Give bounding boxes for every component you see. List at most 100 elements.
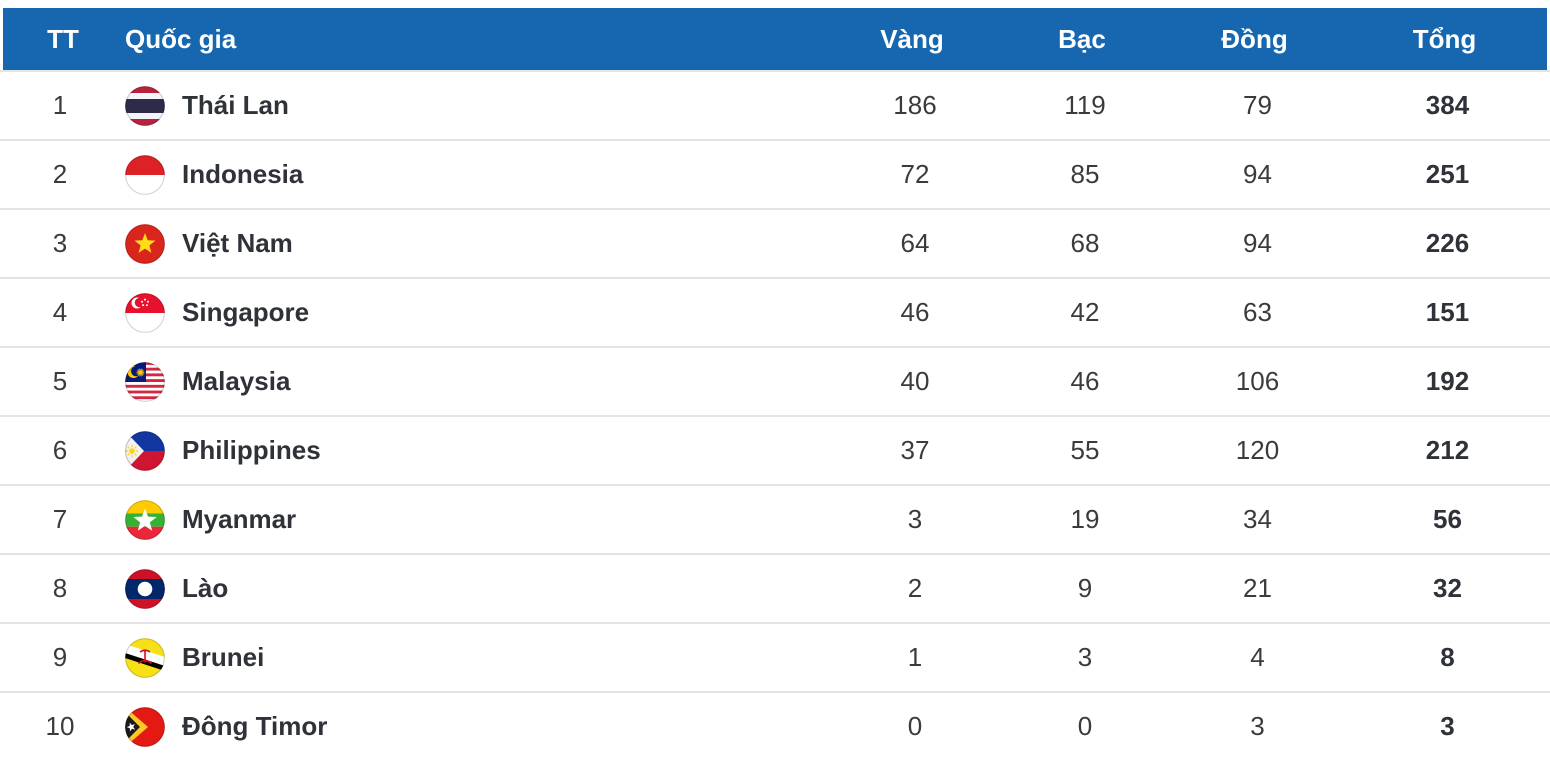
silver-value: 0 — [1077, 711, 1093, 741]
country-cell: Lào — [120, 568, 830, 609]
silver-cell: 46 — [1000, 366, 1170, 397]
country-name: Brunei — [182, 642, 265, 672]
column-header-gold: Vàng — [880, 23, 944, 54]
total-cell: 151 — [1345, 297, 1550, 328]
gold-value: 0 — [907, 711, 923, 741]
table-row: 1 Thái Lan 186 119 79 384 — [0, 70, 1550, 139]
bronze-value: 4 — [1250, 642, 1265, 672]
bronze-cell: 3 — [1170, 711, 1345, 742]
country-cell: Malaysia — [120, 361, 830, 402]
table-row: 7 Myanmar 3 19 34 56 — [0, 484, 1550, 553]
column-header-rank: TT — [47, 23, 79, 54]
rank-cell: 4 — [52, 297, 68, 327]
rank-cell: 10 — [45, 711, 75, 741]
rank-cell: 7 — [52, 504, 68, 534]
bronze-cell: 4 — [1170, 642, 1345, 673]
total-cell: 32 — [1345, 573, 1550, 604]
bronze-value: 79 — [1243, 90, 1272, 120]
silver-cell: 85 — [1000, 159, 1170, 190]
country-name: Thái Lan — [182, 90, 289, 120]
rank-cell: 1 — [52, 90, 68, 120]
bronze-value: 63 — [1243, 297, 1272, 327]
country-cell: Philippines — [120, 430, 830, 471]
total-value: 151 — [1425, 297, 1470, 327]
gold-cell: 1 — [830, 642, 1000, 673]
silver-value: 68 — [1070, 228, 1100, 258]
flag-brunei-icon — [125, 637, 165, 678]
silver-value: 46 — [1070, 366, 1100, 396]
country-name: Malaysia — [182, 366, 291, 396]
country-cell: Brunei — [120, 637, 830, 678]
table-row: 10 Đông Timor 0 0 3 3 — [0, 691, 1550, 760]
total-value: 192 — [1425, 366, 1470, 396]
flag-myanmar-icon — [125, 499, 165, 540]
country-name: Singapore — [182, 297, 310, 327]
flag-east-timor-icon — [125, 706, 165, 747]
flag-vietnam-icon — [125, 223, 165, 264]
total-value: 56 — [1433, 504, 1462, 534]
silver-value: 19 — [1070, 504, 1100, 534]
country-name: Đông Timor — [182, 711, 328, 741]
silver-value: 55 — [1070, 435, 1100, 465]
total-value: 384 — [1425, 90, 1470, 120]
gold-value: 72 — [900, 159, 930, 189]
gold-value: 46 — [900, 297, 930, 327]
country-cell: Singapore — [120, 292, 830, 333]
country-name: Lào — [182, 573, 229, 603]
silver-cell: 9 — [1000, 573, 1170, 604]
total-cell: 384 — [1345, 90, 1550, 121]
bronze-value: 3 — [1250, 711, 1265, 741]
table-body: 1 Thái Lan 186 119 79 384 2 Indonesia 72 85 94 251 3… — [0, 70, 1550, 760]
gold-cell: 3 — [830, 504, 1000, 535]
total-value: 8 — [1440, 642, 1455, 672]
bronze-cell: 106 — [1170, 366, 1345, 397]
country-cell: Myanmar — [120, 499, 830, 540]
gold-cell: 40 — [830, 366, 1000, 397]
table-row: 9 Brunei 1 3 4 8 — [0, 622, 1550, 691]
bronze-cell: 94 — [1170, 228, 1345, 259]
table-row: 8 Lào 2 9 21 32 — [0, 553, 1550, 622]
bronze-value: 106 — [1235, 366, 1280, 396]
rank-cell: 8 — [52, 573, 68, 603]
silver-cell: 42 — [1000, 297, 1170, 328]
country-name: Philippines — [182, 435, 321, 465]
medal-table: TT Quốc gia Vàng Bạc Đồng Tổng 1 Thái Lan… — [0, 8, 1550, 760]
total-value: 3 — [1440, 711, 1455, 741]
silver-value: 119 — [1064, 90, 1106, 120]
total-cell: 212 — [1345, 435, 1550, 466]
table-row: 3 Việt Nam 64 68 94 226 — [0, 208, 1550, 277]
rank-cell: 6 — [52, 435, 68, 465]
gold-cell: 37 — [830, 435, 1000, 466]
bronze-value: 120 — [1235, 435, 1280, 465]
table-row: 5 Malaysia 40 46 106 192 — [0, 346, 1550, 415]
gold-cell: 72 — [830, 159, 1000, 190]
bronze-value: 94 — [1243, 228, 1272, 258]
rank-cell: 3 — [52, 228, 68, 258]
total-value: 212 — [1425, 435, 1470, 465]
gold-value: 3 — [907, 504, 923, 534]
total-value: 226 — [1425, 228, 1470, 258]
table-row: 6 Philippines 37 55 120 212 — [0, 415, 1550, 484]
bronze-cell: 94 — [1170, 159, 1345, 190]
silver-cell: 0 — [1000, 711, 1170, 742]
gold-value: 186 — [893, 90, 937, 120]
total-cell: 226 — [1345, 228, 1550, 259]
country-cell: Việt Nam — [120, 223, 830, 264]
rank-cell: 5 — [52, 366, 68, 396]
flag-philippines-icon — [125, 430, 165, 471]
bronze-value: 34 — [1243, 504, 1272, 534]
column-header-country: Quốc gia — [125, 23, 237, 54]
total-cell: 8 — [1345, 642, 1550, 673]
rank-cell: 2 — [52, 159, 68, 189]
gold-cell: 186 — [830, 90, 1000, 121]
bronze-cell: 34 — [1170, 504, 1345, 535]
rank-cell: 9 — [52, 642, 68, 672]
bronze-value: 94 — [1243, 159, 1272, 189]
bronze-value: 21 — [1243, 573, 1272, 603]
silver-value: 42 — [1070, 297, 1100, 327]
flag-thailand-icon — [125, 85, 165, 126]
gold-value: 37 — [900, 435, 930, 465]
country-name: Myanmar — [182, 504, 297, 534]
gold-cell: 64 — [830, 228, 1000, 259]
silver-cell: 19 — [1000, 504, 1170, 535]
